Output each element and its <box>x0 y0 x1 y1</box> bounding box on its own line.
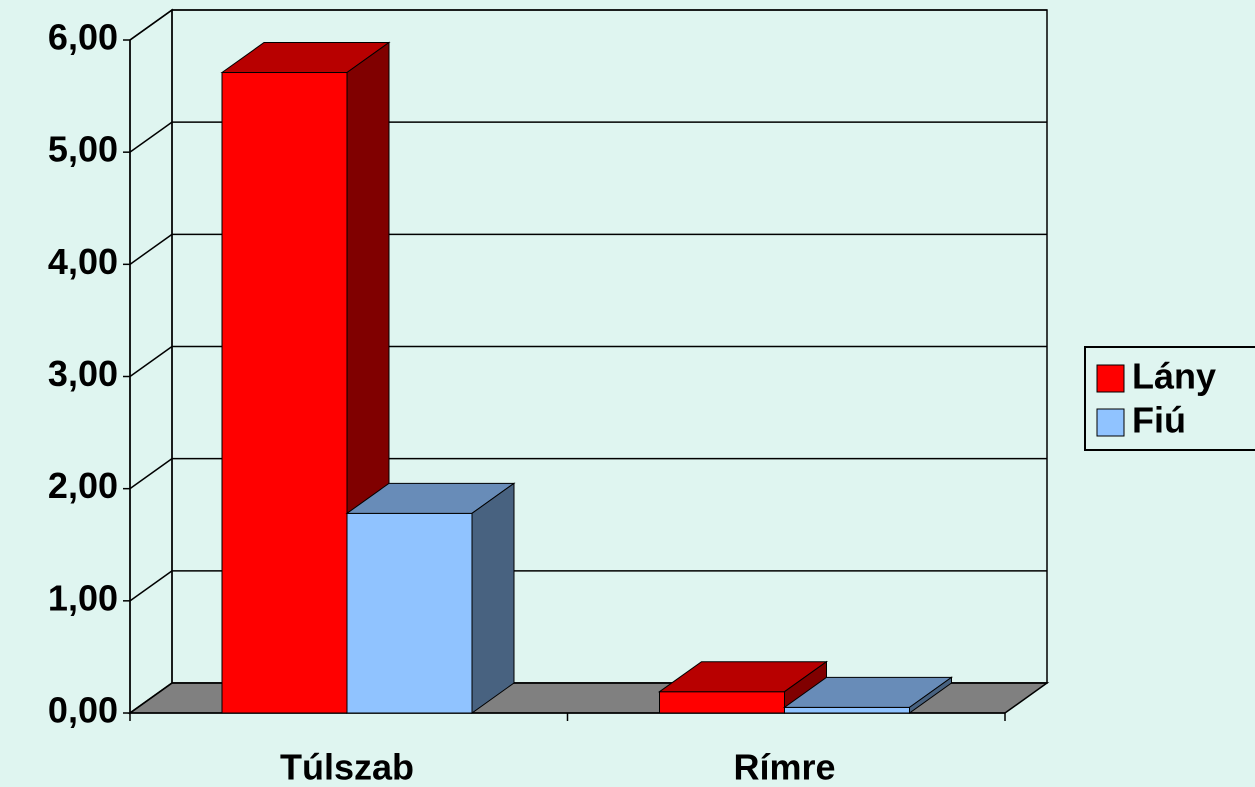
x-tick-label: Túlszab <box>280 747 414 787</box>
legend-swatch <box>1096 364 1125 393</box>
grid-line-side <box>129 570 173 602</box>
grid-line-side <box>129 458 173 490</box>
bar-front <box>346 512 473 714</box>
bar-front <box>221 72 348 714</box>
legend-label: Fiú <box>1132 400 1186 441</box>
y-tick-label: 5,00 <box>48 129 118 170</box>
bar-side <box>909 676 952 714</box>
grid-line-side <box>129 9 173 41</box>
legend-label: Lány <box>1132 356 1216 397</box>
y-tick-label: 1,00 <box>48 577 118 618</box>
y-tick-label: 4,00 <box>48 241 118 282</box>
legend-box <box>1084 346 1255 451</box>
grid-line-side <box>129 682 173 714</box>
grid-line-side <box>129 233 173 265</box>
y-tick-label: 6,00 <box>48 17 118 58</box>
y-tick-label: 3,00 <box>48 353 118 394</box>
bar-front <box>659 691 785 714</box>
y-tick-label: 0,00 <box>48 690 118 731</box>
x-tick-label: Rímre <box>733 747 835 787</box>
y-tick-label: 2,00 <box>48 465 118 506</box>
grid-line-side <box>129 345 173 378</box>
legend-swatch <box>1096 408 1125 437</box>
bar-side <box>471 482 515 714</box>
bar-front <box>784 706 910 714</box>
grid-line-side <box>129 121 173 153</box>
